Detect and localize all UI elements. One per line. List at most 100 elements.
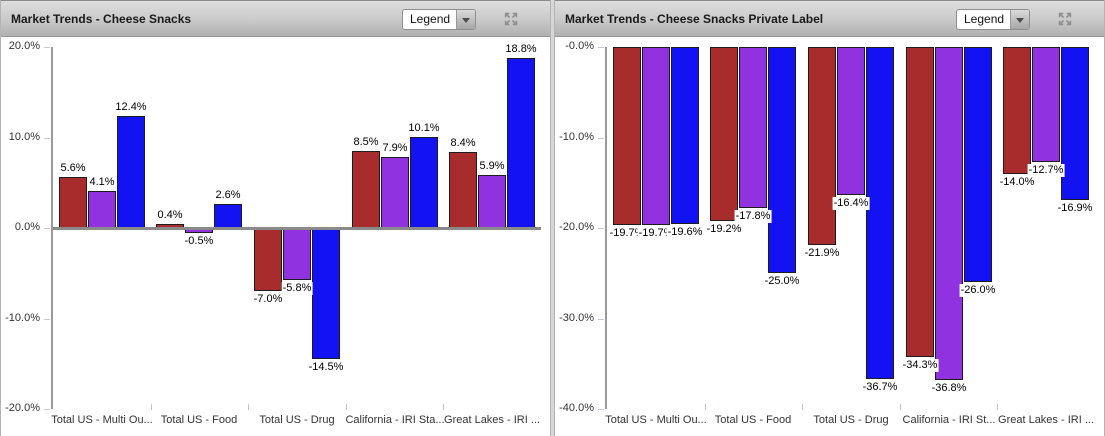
value-label: -16.4% — [832, 197, 870, 210]
value-label: -21.9% — [803, 247, 841, 260]
bar-purple[interactable] — [1032, 47, 1060, 162]
x-axis-tick — [802, 404, 803, 410]
value-label: 10.1% — [407, 122, 441, 135]
value-label: -17.8% — [734, 210, 772, 223]
y-axis-tick — [598, 319, 604, 320]
y-axis-tick — [44, 228, 50, 229]
value-label: 7.9% — [381, 142, 409, 155]
bar-red[interactable] — [59, 177, 87, 228]
y-axis-tick-label: -20.0% — [5, 402, 40, 414]
value-label: -36.7% — [861, 381, 899, 394]
category-label: Total US - Food — [160, 414, 238, 426]
y-axis-tick — [598, 138, 604, 139]
bar-red[interactable] — [613, 47, 641, 225]
value-label: -19.7% — [608, 227, 646, 240]
bar-blue[interactable] — [117, 116, 145, 228]
bar-purple[interactable] — [935, 47, 963, 380]
value-label: -34.3% — [901, 359, 939, 372]
value-label: -12.7% — [1027, 164, 1065, 177]
bar-red[interactable] — [254, 228, 282, 291]
value-label: 12.4% — [114, 101, 148, 114]
value-label: -25.0% — [763, 275, 801, 288]
bar-red[interactable] — [449, 152, 477, 228]
bar-purple[interactable] — [739, 47, 767, 208]
y-axis-tick-label: 20.0% — [8, 40, 40, 52]
value-label: -5.8% — [281, 282, 313, 295]
bar-blue[interactable] — [671, 47, 699, 224]
panel-title: Market Trends - Cheese Snacks — [11, 12, 192, 26]
y-axis-tick — [598, 47, 604, 48]
expand-arrows-icon[interactable] — [503, 11, 519, 27]
bar-blue[interactable] — [312, 228, 340, 359]
value-label: -14.0% — [998, 176, 1036, 189]
category-label: California - IRI St... — [902, 414, 996, 426]
legend-dropdown[interactable]: Legend — [402, 9, 476, 30]
bar-blue[interactable] — [214, 204, 242, 228]
y-axis-tick-label: -10.0% — [559, 131, 594, 143]
value-label: 8.4% — [449, 137, 477, 150]
value-label: 8.5% — [352, 136, 380, 149]
value-label: 18.8% — [504, 43, 538, 56]
bar-red[interactable] — [1003, 47, 1031, 174]
value-label: 0.4% — [156, 209, 184, 222]
bar-purple[interactable] — [837, 47, 865, 195]
y-axis-tick — [44, 409, 50, 410]
x-axis-tick — [151, 404, 152, 410]
legend-dropdown[interactable]: Legend — [956, 9, 1030, 30]
y-axis-line — [605, 47, 607, 409]
y-axis-tick — [44, 47, 50, 48]
bar-red[interactable] — [906, 47, 934, 357]
y-axis-tick-label: 0.0% — [14, 221, 40, 233]
bar-purple[interactable] — [381, 157, 409, 228]
y-axis-tick-label: -30.0% — [559, 312, 594, 324]
value-label: -19.7% — [637, 227, 675, 240]
y-axis-tick — [44, 319, 50, 320]
legend-dropdown-arrow-button[interactable] — [456, 10, 475, 29]
y-axis-tick-label: -0.0% — [565, 40, 594, 52]
bar-purple[interactable] — [478, 175, 506, 228]
value-label: 5.9% — [478, 160, 506, 173]
bar-purple[interactable] — [283, 228, 311, 280]
x-axis-tick — [248, 404, 249, 410]
bar-blue[interactable] — [768, 47, 796, 273]
zero-baseline — [53, 227, 541, 230]
x-axis-tick — [443, 404, 444, 410]
x-axis-tick — [900, 404, 901, 410]
bar-red[interactable] — [710, 47, 738, 221]
bar-red[interactable] — [808, 47, 836, 245]
legend-dropdown-arrow-button[interactable] — [1010, 10, 1029, 29]
bar-blue[interactable] — [964, 47, 992, 282]
bar-blue[interactable] — [866, 47, 894, 379]
chevron-down-icon — [1016, 18, 1024, 23]
bar-blue[interactable] — [1061, 47, 1089, 200]
y-axis-tick — [598, 409, 604, 410]
value-label: -7.0% — [252, 293, 284, 306]
y-axis-tick-label: -20.0% — [559, 221, 594, 233]
panel-header: Market Trends - Cheese Snacks Private La… — [555, 0, 1104, 37]
category-label: Great Lakes - IRI ... — [444, 414, 540, 426]
bar-red[interactable] — [352, 151, 380, 228]
y-axis-tick-label: -40.0% — [559, 402, 594, 414]
value-label: -14.5% — [307, 361, 345, 374]
bar-blue[interactable] — [507, 58, 535, 228]
x-axis-tick — [705, 404, 706, 410]
expand-arrows-icon[interactable] — [1057, 11, 1073, 27]
category-label: Total US - Multi Ou... — [605, 414, 707, 426]
y-axis-tick — [44, 138, 50, 139]
y-axis-tick — [598, 228, 604, 229]
value-label: 4.1% — [88, 176, 116, 189]
chevron-down-icon — [462, 18, 470, 23]
bar-blue[interactable] — [410, 137, 438, 228]
y-axis-line — [51, 47, 53, 409]
bar-purple[interactable] — [88, 191, 116, 228]
y-axis-tick-label: -10.0% — [5, 312, 40, 324]
category-label: California - IRI Sta... — [345, 414, 445, 426]
bar-purple[interactable] — [642, 47, 670, 225]
value-label: 2.6% — [214, 189, 242, 202]
chart-area-cheese-snacks-private-label: -0.0% -10.0% -20.0% -30.0% -40.0% Total US - … — [555, 0, 1104, 436]
value-label: -0.5% — [183, 235, 215, 248]
category-label: Total US - Drug — [813, 414, 889, 426]
panel-header: Market Trends - Cheese Snacks Legend — [1, 0, 550, 37]
category-label: Total US - Food — [714, 414, 792, 426]
